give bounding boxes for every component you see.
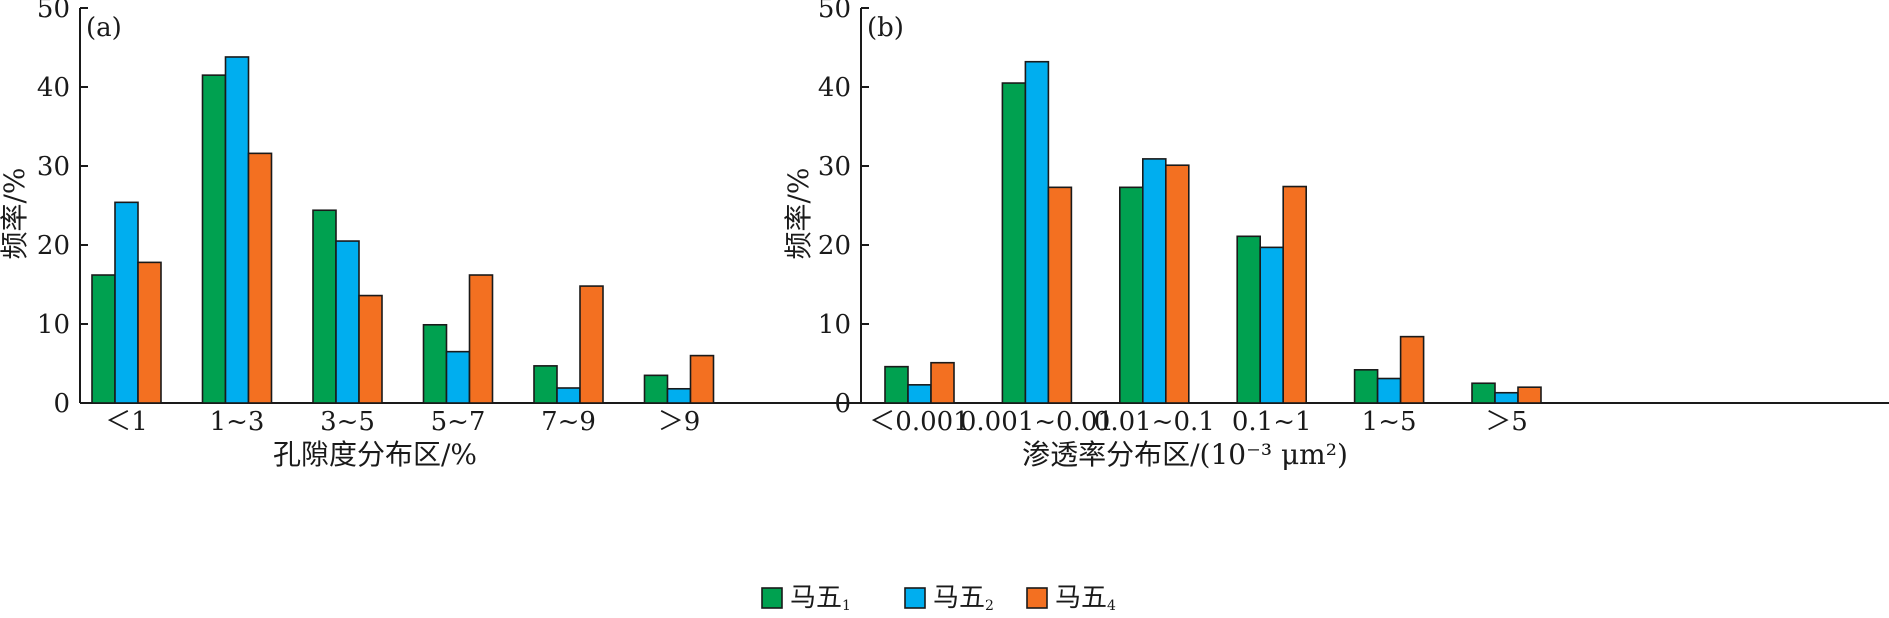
panel-b-category-label: ＞5 — [1485, 407, 1528, 437]
panel-b-bar — [1001, 82, 1027, 404]
panel-a-bar — [445, 350, 471, 404]
legend-swatch — [1026, 587, 1048, 609]
panel-a-label: (a) — [86, 13, 122, 43]
panel-b-x-axis-label: 渗透率分布区/(10⁻³ μm²) — [1022, 438, 1348, 471]
panel-a-bar — [335, 240, 360, 404]
panel-a-bar — [643, 374, 669, 404]
panel-a-bar — [224, 56, 250, 404]
panel-b-bar — [930, 361, 955, 404]
panel-b-y-tick-label: 40 — [818, 73, 851, 103]
panel-b-y-tick-label: 50 — [818, 0, 851, 24]
panel-b-bar — [1517, 386, 1542, 404]
panel-b-bar — [1259, 246, 1284, 404]
panel-a-y-axis-label: 频率/% — [0, 167, 31, 259]
panel-b-bar — [1353, 369, 1379, 404]
panel-b-category-label: 0.01~0.1 — [1094, 407, 1215, 437]
panel-a-y-tick-label: 30 — [37, 152, 70, 182]
panel-a-y-tick-label: 50 — [37, 0, 70, 24]
panel-b-bar — [1471, 382, 1496, 404]
panel-b-bar — [1119, 186, 1144, 404]
panel-b-category-label: 0.001~0.01 — [960, 407, 1114, 437]
panel-a-y-tick-label: 0 — [53, 389, 70, 419]
panel-b-category-label: 1~5 — [1362, 407, 1417, 437]
panel-a-category-label: 5~7 — [431, 407, 486, 437]
panel-b-bar — [1376, 377, 1402, 404]
legend-swatch — [904, 587, 926, 609]
panel-a-bar — [556, 387, 581, 404]
panel-b-label: (b) — [867, 13, 904, 43]
panel-b-bar — [1165, 164, 1190, 404]
panel-a-category-label: 7~9 — [541, 407, 596, 437]
panel-a-bar — [422, 323, 448, 404]
panel-a-y-tick-label: 10 — [37, 310, 70, 340]
panel-b-bar — [1024, 60, 1050, 404]
panel-b-bar — [1236, 235, 1261, 404]
panel-a-category-label: ＜1 — [105, 407, 148, 437]
legend-label: 马五1 — [790, 583, 851, 614]
legend-label: 马五4 — [1055, 583, 1116, 614]
panel-a-bar — [201, 74, 227, 404]
panel-a-bar — [137, 261, 162, 404]
panel-a-y-tick-label: 40 — [37, 73, 70, 103]
panel-b-category-label: ＜0.001 — [869, 407, 969, 437]
panel-b-bar — [884, 365, 909, 404]
panel-a-bar — [468, 274, 494, 404]
panel-a-category-label: 1~3 — [210, 407, 265, 437]
panel-a-y-tick-label: 20 — [37, 231, 70, 261]
panel-a-x-axis-label: 孔隙度分布区/% — [273, 438, 477, 471]
panel-b-y-tick-label: 0 — [834, 389, 851, 419]
panel-b-y-tick-label: 10 — [818, 310, 851, 340]
panel-b-y-axis-label: 频率/% — [782, 167, 815, 259]
panel-a-bar — [689, 354, 715, 404]
panel-a-bar — [579, 285, 604, 404]
panel-a-bar — [312, 209, 337, 404]
panel-a-category-label: 3~5 — [320, 407, 375, 437]
panel-a-category-label: ＞9 — [658, 407, 701, 437]
panel-b-bar — [1494, 391, 1519, 404]
panel-a-bar — [666, 387, 692, 404]
panel-a-bar — [91, 274, 116, 404]
panel-b-bar — [1142, 158, 1167, 404]
panel-a-bar — [533, 365, 558, 404]
panel-a-bar — [114, 201, 139, 404]
legend-label: 马五2 — [933, 583, 994, 614]
panel-b-bar — [1282, 185, 1307, 404]
panel-b-category-label: 0.1~1 — [1232, 407, 1312, 437]
panel-a-bar — [358, 294, 383, 404]
panel-b-y-tick-label: 30 — [818, 152, 851, 182]
panel-b-bar — [907, 384, 932, 404]
panel-b-bar — [1399, 335, 1425, 404]
panel-b-bar — [1047, 186, 1073, 404]
panel-b-y-tick-label: 20 — [818, 231, 851, 261]
legend-swatch — [761, 587, 783, 609]
panel-a-bar — [247, 152, 273, 404]
